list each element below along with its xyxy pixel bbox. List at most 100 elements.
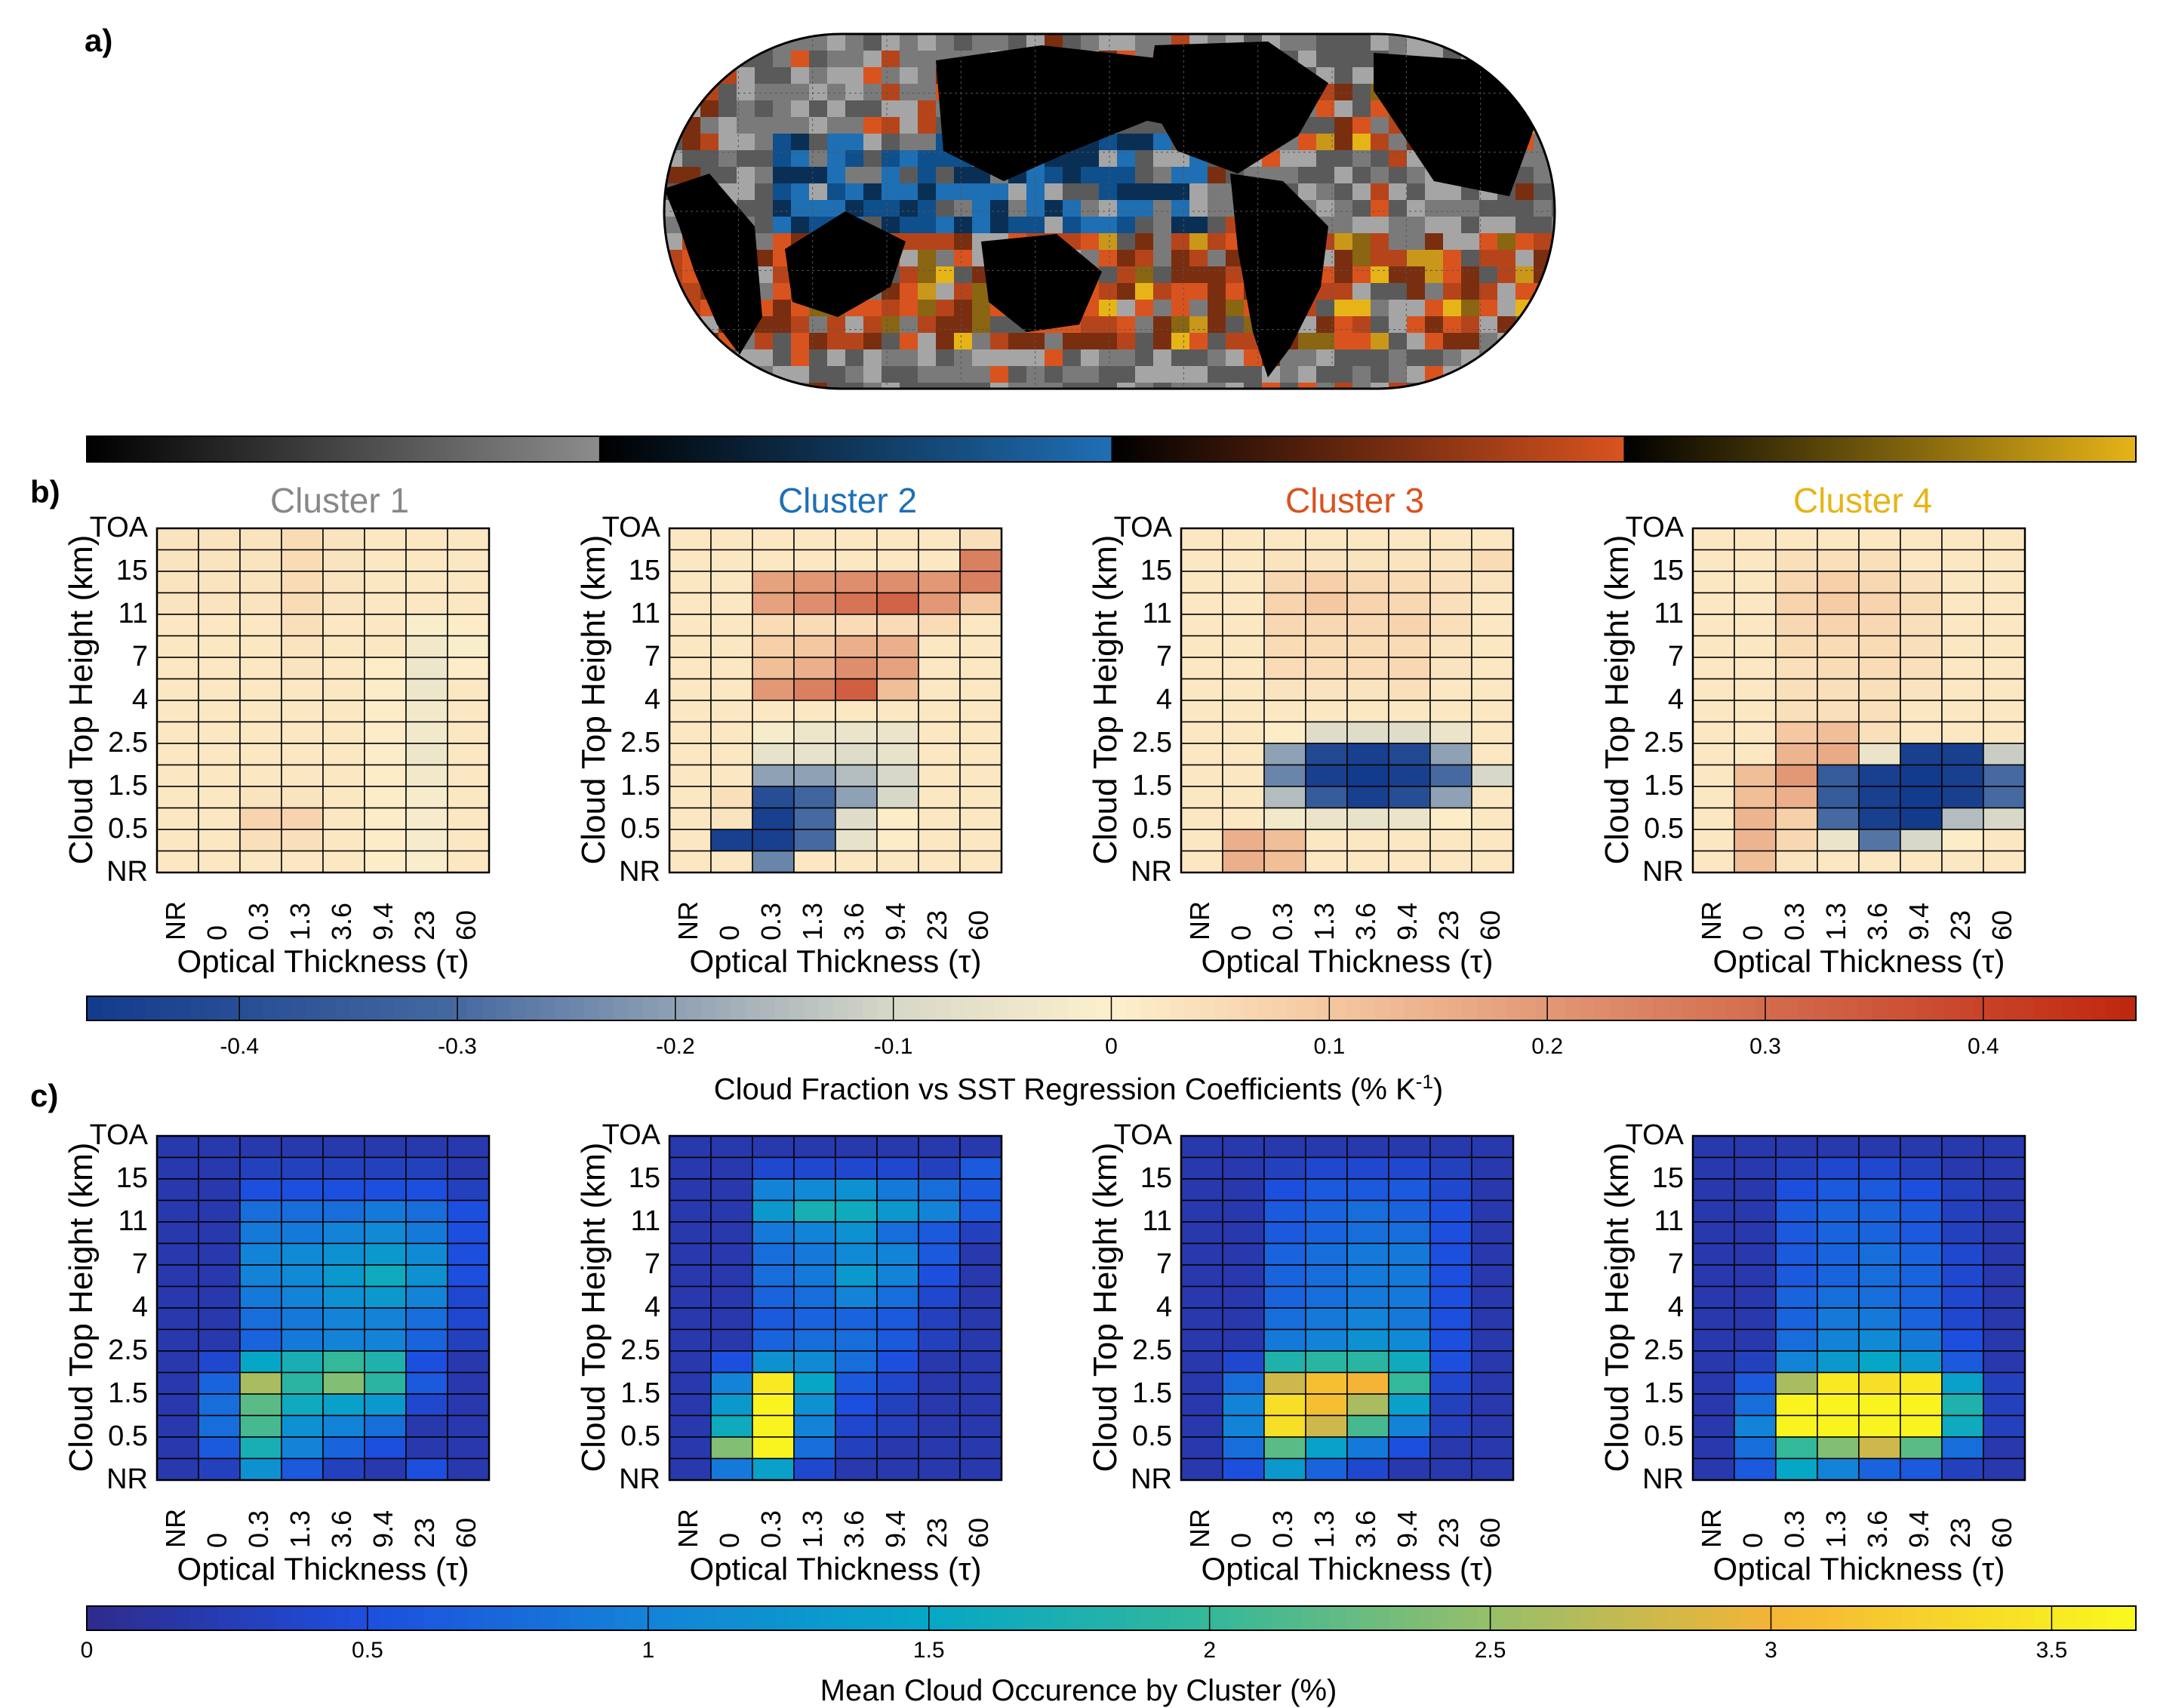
regression-colorbar-band (511, 996, 527, 1020)
regression-colorbar-band (614, 996, 629, 1020)
regression-cell (1817, 528, 1860, 551)
occurrence-cell (1775, 1242, 1818, 1266)
regression-colorbar-band (159, 996, 176, 1020)
regression-cell (447, 528, 490, 551)
regression-cell (447, 657, 490, 680)
regression-cell (1900, 700, 1943, 723)
occurrence-cell (1263, 1178, 1306, 1202)
regression-cell (1346, 571, 1389, 594)
regression-colorbar-band (1521, 996, 1537, 1020)
occurrence-cell (835, 1414, 878, 1438)
regression-cell (1941, 614, 1984, 637)
regression-colorbar-band (365, 996, 380, 1020)
occurrence-cell (1941, 1307, 1984, 1331)
regression-colorbar-band (1228, 996, 1245, 1020)
regression-cell (405, 571, 448, 594)
occurrence-cell (1305, 1156, 1348, 1180)
occurrence-cell (1305, 1307, 1348, 1331)
regression-cell (710, 657, 753, 680)
occurrence-cell (1858, 1350, 1901, 1374)
regression-cell (1388, 807, 1431, 830)
regression-cell (669, 678, 712, 701)
regression-cell (1817, 786, 1860, 809)
occurrence-colorbar-band (452, 1606, 469, 1630)
occurrence-cell (1817, 1285, 1860, 1309)
regression-cell (1858, 657, 1901, 680)
occurrence-cell (239, 1350, 282, 1374)
x-axis-label: Optical Thickness (τ) (1712, 943, 2005, 979)
regression-cell (1429, 786, 1472, 809)
x-tick-label: 0.3 (1267, 1510, 1298, 1548)
occurrence-cell (1180, 1264, 1223, 1288)
regression-colorbar-band (1857, 996, 1873, 1020)
occurrence-cell (918, 1457, 961, 1481)
regression-label-sup: -1 (1415, 1070, 1433, 1093)
occurrence-cell (710, 1285, 753, 1309)
occurrence-cell (156, 1457, 199, 1481)
y-tick-label: 15 (1651, 555, 1684, 586)
regression-cell (156, 635, 199, 658)
regression-cell (198, 635, 241, 658)
occurrence-cell (1346, 1393, 1389, 1417)
regression-cell (1817, 549, 1860, 572)
regression-colorbar-band (189, 996, 205, 1020)
occurrence-cell (198, 1414, 241, 1438)
occurrence-colorbar-band (204, 1606, 220, 1630)
cluster-title-2: Cluster 2 (777, 481, 918, 520)
regression-cell (1346, 678, 1389, 701)
occurrence-cell (835, 1135, 878, 1159)
occurrence-cell (198, 1457, 241, 1481)
regression-cell (752, 678, 795, 701)
regression-cell (669, 721, 712, 744)
occurrence-cell (1858, 1285, 1901, 1309)
occurrence-colorbar-band (1989, 1606, 2005, 1630)
occurrence-cell (1180, 1457, 1223, 1481)
occurrence-cell (239, 1307, 282, 1331)
regression-cell (959, 807, 1002, 830)
occurrence-cell (1900, 1285, 1943, 1309)
y-axis-label: Cloud Top Height (km) (1599, 534, 1635, 865)
occurrence-cell (669, 1371, 712, 1395)
regression-cell (1471, 657, 1514, 680)
occurrence-cell (1222, 1178, 1265, 1202)
regression-colorbar-band (350, 996, 366, 1020)
occurrence-colorbar-band (1462, 1606, 1479, 1630)
occurrence-colorbar-band (174, 1606, 190, 1630)
occurrence-cell (876, 1350, 919, 1374)
regression-colorbar-band (423, 996, 439, 1020)
regression-cell (1263, 571, 1306, 594)
regression-cell (1305, 592, 1348, 615)
occurrence-cell (1305, 1457, 1348, 1481)
occurrence-colorbar-band (159, 1606, 176, 1630)
occurrence-cell (405, 1285, 448, 1309)
regression-cell (1941, 743, 1984, 766)
occurrence-cell (1734, 1285, 1777, 1309)
regression-colorbar-band (1989, 996, 2005, 1020)
regression-cell (447, 850, 490, 873)
regression-colorbar-band (569, 996, 586, 1020)
regression-cell (752, 743, 795, 766)
regression-cell (322, 850, 365, 873)
regression-cell (1388, 850, 1431, 873)
regression-colorbar-band (1653, 996, 1669, 1020)
occurrence-cell (1900, 1414, 1943, 1438)
regression-cell (156, 592, 199, 615)
regression-cell (1983, 635, 2026, 658)
regression-cell (1180, 850, 1223, 873)
regression-cell (1734, 528, 1777, 551)
regression-cell (156, 549, 199, 572)
occurrence-colorbar-band (379, 1606, 395, 1630)
regression-cell (1734, 614, 1777, 637)
occurrence-cell (752, 1221, 795, 1245)
occurrence-cell (1222, 1436, 1265, 1460)
occurrence-colorbar-band (511, 1606, 527, 1630)
occurrence-colorbar-band (1799, 1606, 1815, 1630)
occurrence-cell (876, 1307, 919, 1331)
occurrence-cell (281, 1350, 324, 1374)
occurrence-cell (876, 1135, 919, 1159)
regression-cell (710, 807, 753, 830)
occurrence-cell (405, 1414, 448, 1438)
occurrence-colorbar-band (906, 1606, 922, 1630)
occurrence-cell (1346, 1436, 1389, 1460)
occurrence-cell (1346, 1371, 1389, 1395)
